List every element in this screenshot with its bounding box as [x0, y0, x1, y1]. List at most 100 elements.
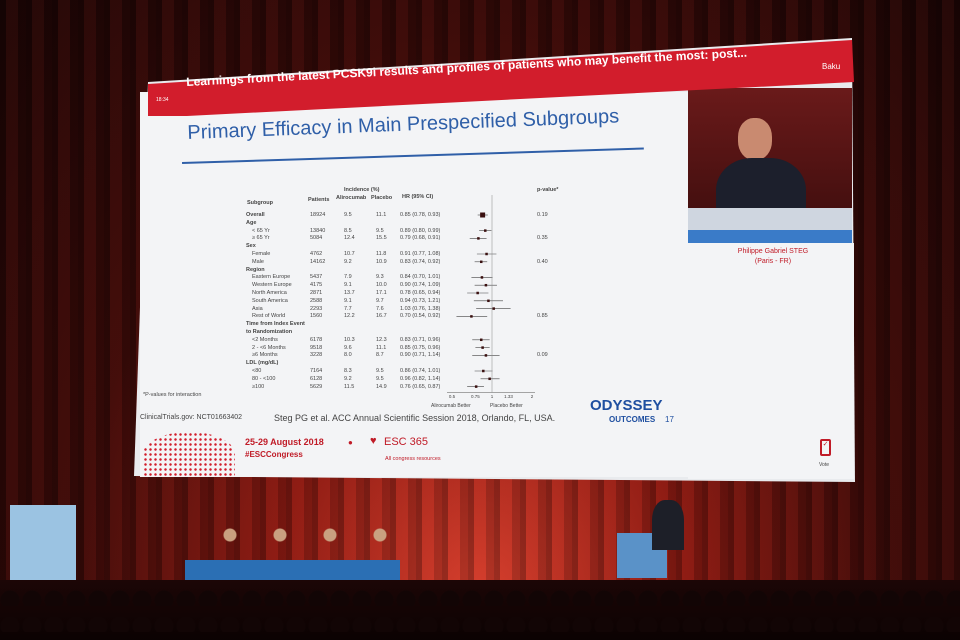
row-pvalue: 0.35	[537, 235, 548, 242]
bullet: ●	[348, 438, 353, 447]
row-label: Sex	[246, 243, 256, 250]
row-alirocumab: 9.2	[344, 258, 352, 265]
row-patients: 3228	[310, 352, 323, 359]
row-placebo: 9.5	[376, 368, 384, 374]
stage	[0, 485, 960, 640]
row-label: ≥6 Months	[252, 352, 278, 359]
row-label: South America	[252, 297, 288, 304]
header-patients: Patients	[308, 197, 330, 203]
row-label: ≥100	[252, 383, 265, 390]
row-placebo: 14.9	[376, 383, 387, 390]
header-hr: HR (95% CI)	[402, 194, 434, 200]
header-pvalue: p-value*	[537, 187, 559, 193]
row-hr: 0.96 (0.82, 1.14)	[400, 375, 441, 382]
row-patients: 2588	[310, 297, 323, 304]
row-label: Western Europe	[252, 282, 292, 289]
header-subgroup: Subgroup	[247, 200, 273, 206]
header-alirocumab: Alirocumab	[336, 195, 367, 201]
row-hr: 1.03 (0.76, 1.38)	[400, 305, 441, 312]
row-label: Eastern Europe	[252, 274, 291, 281]
row-placebo: 9.3	[376, 274, 384, 281]
row-pvalue: 0.19	[537, 212, 548, 218]
row-label: Asia	[252, 305, 263, 312]
row-placebo: 11.1	[376, 344, 387, 351]
trial-id: ClinicalTrials.gov: NCT01663402	[140, 414, 243, 421]
citation: Steg PG et al. ACC Annual Scientific Ses…	[274, 413, 556, 423]
row-alirocumab: 8.5	[344, 227, 352, 234]
row-label: Female	[252, 251, 271, 257]
row-placebo: 9.5	[376, 227, 384, 234]
odyssey-logo: ODYSSEY	[590, 397, 663, 414]
row-placebo: 10.0	[376, 282, 387, 289]
row-label: to Randomization	[246, 329, 293, 335]
row-hr: 0.90 (0.74, 1.09)	[400, 282, 441, 289]
row-label: < 65 Yr	[252, 227, 270, 234]
row-patients: 6128	[310, 375, 323, 382]
row-placebo: 9.7	[376, 297, 384, 304]
row-hr: 0.89 (0.80, 0.99)	[400, 227, 441, 234]
row-patients: 2871	[310, 290, 323, 296]
row-placebo: 11.8	[376, 251, 387, 257]
audience	[0, 580, 960, 640]
row-hr: 0.78 (0.65, 0.94)	[400, 290, 441, 296]
row-label: 2 - <6 Months	[252, 344, 286, 351]
row-pvalue: 0.09	[537, 352, 548, 359]
row-alirocumab: 9.2	[344, 375, 352, 382]
row-placebo: 16.7	[376, 313, 387, 320]
row-label: Rest of World	[252, 313, 286, 320]
session-location: Baku	[822, 62, 841, 71]
row-patients: 5437	[310, 274, 323, 281]
row-label: North America	[252, 290, 287, 296]
odyssey-logo-sub: OUTCOMES	[609, 415, 656, 424]
row-patients: 7164	[310, 368, 323, 374]
speaker-location: (Paris - FR)	[754, 258, 792, 265]
row-label: 80 - <100	[252, 375, 276, 382]
row-label: ≥ 65 Yr	[252, 235, 270, 242]
row-label: LDL (mg/dL)	[246, 360, 279, 367]
esc365-link[interactable]: ESC 365	[384, 436, 429, 448]
row-patients: 9518	[310, 344, 323, 351]
row-alirocumab: 12.4	[344, 235, 355, 242]
row-hr: 0.70 (0.54, 0.92)	[400, 313, 441, 320]
row-patients: 1560	[310, 313, 323, 320]
row-hr: 0.90 (0.71, 1.14)	[400, 352, 441, 359]
row-alirocumab: 7.9	[344, 274, 352, 281]
row-patients: 2293	[310, 305, 323, 312]
lectern-banner	[688, 230, 852, 243]
row-alirocumab: 11.5	[344, 383, 355, 390]
row-label: Region	[246, 266, 265, 273]
row-label: Time from Index Event	[246, 321, 305, 328]
row-placebo: 11.1	[376, 212, 387, 218]
header-incidence: Incidence (%)	[344, 187, 380, 193]
row-alirocumab: 9.5	[344, 212, 352, 218]
row-hr: 0.85 (0.75, 0.96)	[400, 344, 441, 351]
row-placebo: 15.5	[376, 235, 387, 242]
page-number: 17	[665, 415, 674, 424]
speaker-video	[688, 88, 852, 243]
row-hr: 0.79 (0.68, 0.91)	[400, 235, 441, 242]
row-hr: 0.91 (0.77, 1.08)	[400, 251, 441, 257]
row-label: Age	[246, 219, 257, 226]
row-patients: 18924	[310, 212, 326, 218]
footnote: *P-values for interaction	[143, 392, 202, 398]
row-alirocumab: 8.3	[344, 368, 352, 374]
row-alirocumab: 8.0	[344, 352, 352, 359]
row-label: <80	[252, 368, 262, 374]
speaker-person	[652, 500, 684, 550]
row-label: Overall	[246, 212, 265, 218]
speaker-head	[738, 118, 772, 160]
row-hr: 0.83 (0.71, 0.96)	[400, 336, 441, 343]
row-patients: 4175	[310, 282, 323, 289]
vote-icon[interactable]: ✓	[820, 439, 831, 456]
vote-label: Vote	[819, 462, 830, 468]
row-pvalue: 0.85	[537, 313, 548, 320]
row-alirocumab: 10.3	[344, 336, 355, 343]
row-placebo: 17.1	[376, 290, 387, 296]
session-time: 18:34	[156, 97, 169, 103]
congress-dates: 25-29 August 2018	[245, 437, 324, 447]
row-label: Male	[252, 258, 264, 265]
row-placebo: 10.9	[376, 258, 387, 265]
row-alirocumab: 9.1	[344, 282, 352, 289]
row-placebo: 8.7	[376, 352, 384, 359]
row-hr: 0.94 (0.73, 1.21)	[400, 297, 441, 304]
